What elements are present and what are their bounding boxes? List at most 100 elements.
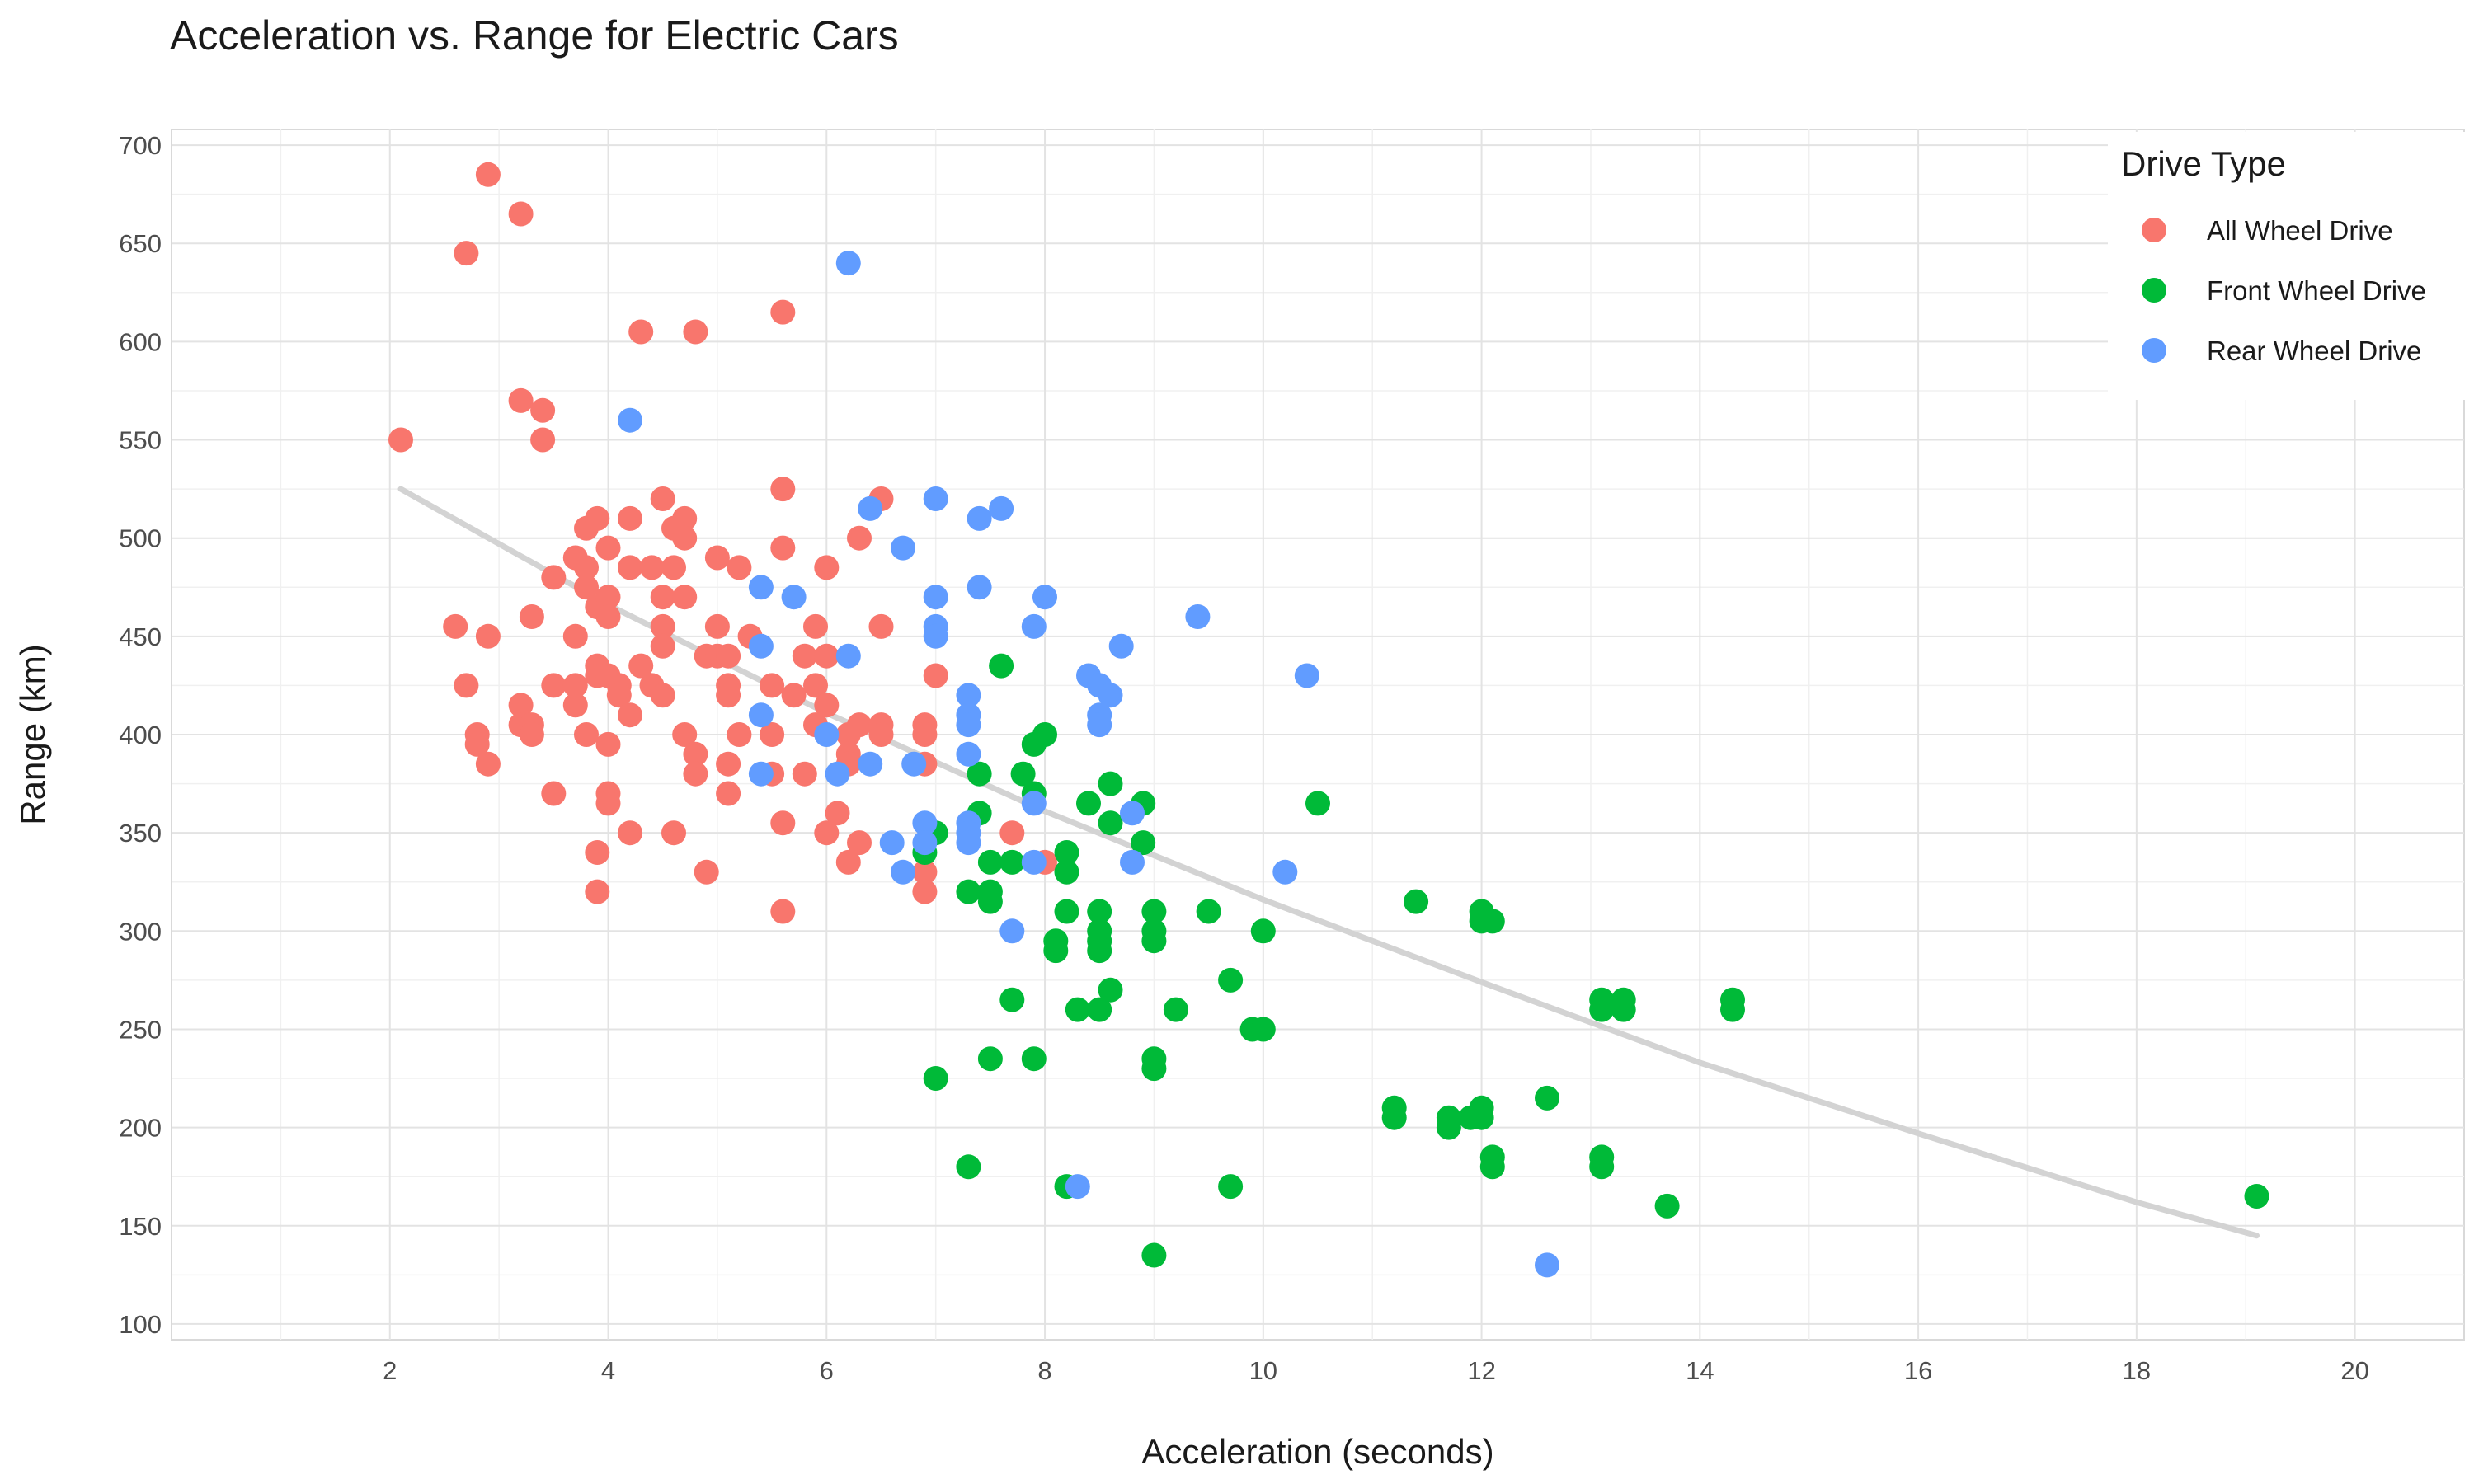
legend-key [2142,278,2166,303]
x-tick-label: 4 [601,1356,615,1385]
data-point [912,879,938,904]
data-point [1098,810,1123,836]
data-point [1120,801,1145,826]
data-point [618,407,642,433]
data-point [977,849,1003,875]
data-point [1131,830,1156,856]
data-point [760,673,785,698]
x-tick-label: 14 [1686,1356,1714,1385]
data-point [716,781,741,806]
data-point [1076,791,1101,816]
data-point [595,731,621,757]
y-tick-label: 550 [119,426,162,455]
x-tick-label: 16 [1904,1356,1932,1385]
data-point [1141,1056,1167,1082]
data-point [541,673,567,698]
x-axis-title: Acceleration (seconds) [1141,1432,1493,1471]
data-point [858,751,883,777]
data-point [923,1066,948,1091]
data-point [519,722,544,747]
data-point [1065,1174,1090,1200]
data-point [716,683,741,708]
data-point [1535,1085,1559,1111]
data-point [858,495,883,521]
data-point [923,486,948,511]
data-point [1054,899,1079,924]
data-point [825,801,850,826]
data-point [1141,928,1167,954]
data-point [475,162,501,187]
data-point [1436,1115,1461,1140]
y-tick-label: 200 [119,1114,162,1143]
data-point [1098,683,1123,708]
data-point [1021,613,1047,639]
data-point [835,643,861,669]
data-point [661,555,686,580]
data-point [1218,967,1244,993]
x-tick-label: 8 [1037,1356,1051,1385]
data-point [1218,1174,1244,1200]
data-point [727,722,752,747]
data-point [562,623,588,649]
data-point [683,761,708,787]
data-point [704,613,730,639]
x-tick-labels: 2 4 6 8 10 12 14 16 18 20 [383,1356,2369,1385]
data-point [1108,633,1134,659]
data-point [956,741,981,767]
data-point [814,693,840,718]
legend-items: All Wheel Drive Front Wheel Drive Rear Whe… [2142,215,2426,366]
data-point [1087,938,1112,964]
data-point [508,693,534,718]
data-point [454,673,479,698]
x-tick-label: 18 [2123,1356,2151,1385]
x-tick-label: 2 [383,1356,397,1385]
data-point [1305,791,1330,816]
data-point [1535,1252,1559,1278]
data-point [716,751,741,777]
data-point [1141,899,1167,924]
data-point [1120,849,1145,875]
data-point [618,505,642,531]
y-tick-label: 300 [119,917,162,946]
data-point [956,1154,981,1180]
data-point [999,820,1025,846]
data-point [923,663,948,688]
data-point [1021,849,1047,875]
data-point [770,535,796,561]
data-point [1250,918,1276,944]
data-point [574,555,599,580]
data-point [1196,899,1221,924]
data-point [727,555,752,580]
data-point [989,495,1014,521]
data-point [891,535,915,561]
data-point [956,830,981,856]
data-point [923,585,948,610]
data-point [595,791,621,816]
data-point [912,859,938,885]
data-point [519,604,544,629]
data-point [672,585,698,610]
data-point [388,427,413,453]
data-point [999,918,1025,944]
data-point [672,525,698,551]
data-point [704,545,730,571]
data-point [1087,899,1112,924]
data-point [891,859,915,885]
data-point [792,761,817,787]
y-tick-label: 500 [119,524,162,553]
data-point [956,683,981,708]
data-point [1010,761,1036,787]
y-tick-label: 400 [119,721,162,749]
chart-title: Acceleration vs. Range for Electric Cars [170,12,899,59]
data-point [1479,909,1505,934]
y-tick-label: 650 [119,229,162,258]
data-point [618,702,642,728]
y-axis-title: Range (km) [13,644,52,824]
data-point [770,899,796,924]
data-point [1141,1242,1167,1268]
data-point [967,761,992,787]
data-point [475,751,501,777]
data-point [661,820,686,846]
data-point [475,623,501,649]
data-point [716,643,741,669]
